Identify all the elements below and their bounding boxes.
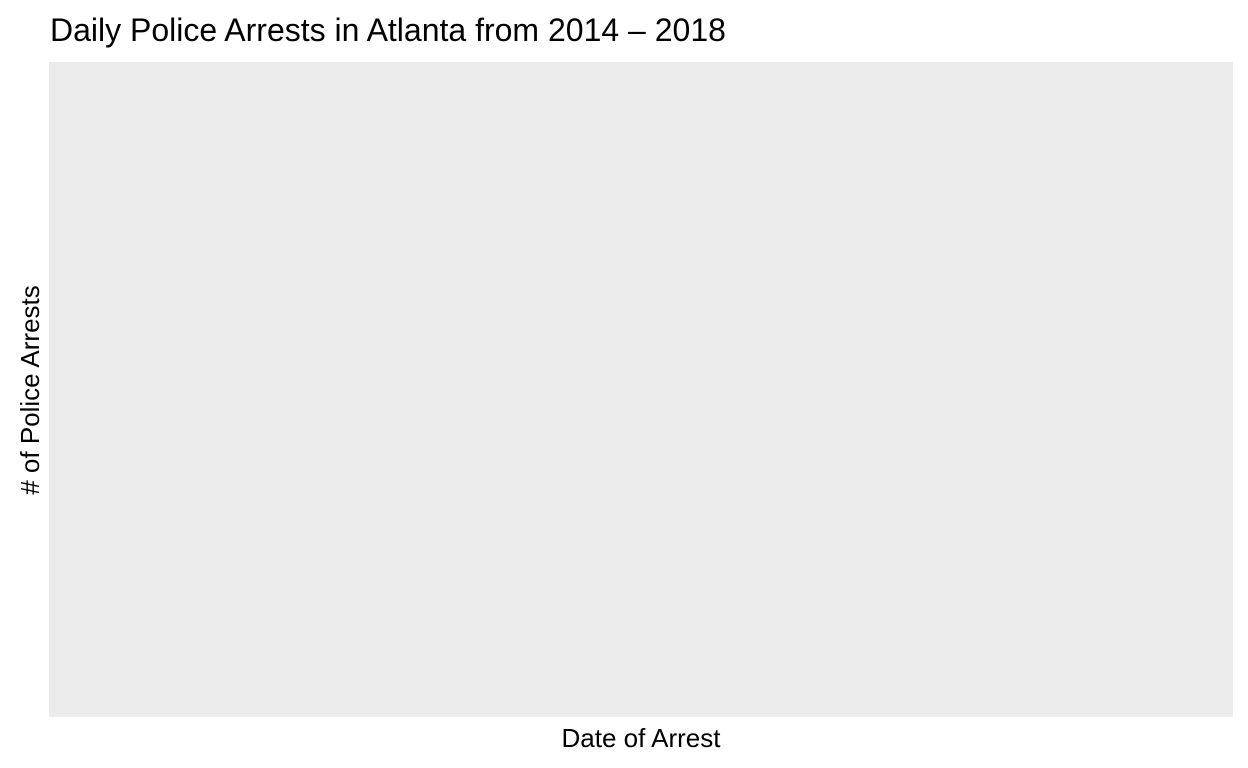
y-axis-label: # of Police Arrests (15, 285, 45, 495)
chart-title: Daily Police Arrests in Atlanta from 201… (50, 12, 726, 48)
x-axis-label: Date of Arrest (561, 723, 721, 753)
plot-panel (49, 62, 1233, 717)
